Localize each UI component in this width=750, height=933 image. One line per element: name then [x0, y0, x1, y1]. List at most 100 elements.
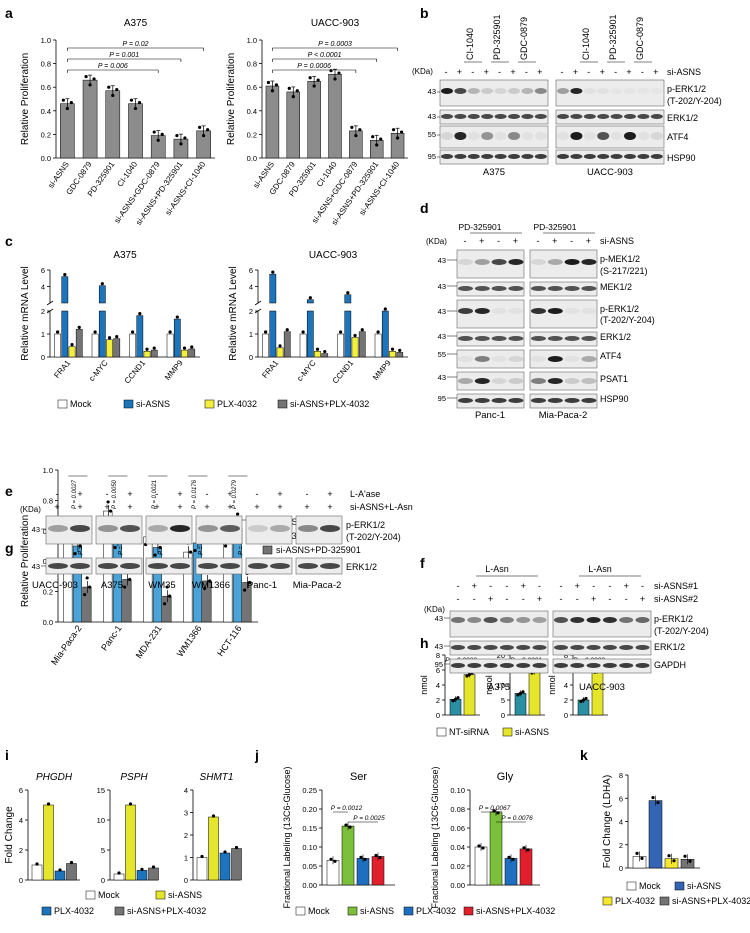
data-point — [160, 132, 164, 136]
y-tick-label: 2 — [564, 696, 568, 705]
data-point — [507, 855, 511, 860]
blot-band — [570, 132, 583, 140]
blot-band — [586, 645, 601, 650]
legend-label: si-ASNS — [687, 881, 721, 891]
mw-marker: 43 — [428, 87, 436, 96]
blot-band — [557, 88, 569, 94]
mw-marker: 95 — [435, 660, 443, 669]
blot-membrane — [552, 610, 652, 638]
data-point — [516, 693, 520, 697]
blot-band — [458, 336, 473, 341]
y-tick-label: 4 — [436, 681, 440, 690]
blot-band — [624, 132, 636, 140]
blot-membrane — [529, 393, 598, 409]
sign-label: + — [154, 502, 159, 512]
y-axis-label: Fold Change (LDHA) — [602, 775, 613, 868]
band-label: ATF4 — [600, 351, 621, 361]
mw-marker: 43 — [438, 256, 446, 265]
x-tick-label: CCND1 — [123, 358, 148, 385]
blot-band — [554, 663, 568, 668]
bar-si-ASNS — [43, 804, 54, 881]
bar-Mock — [54, 333, 61, 358]
x-tick-label: Panc-1 — [99, 623, 124, 652]
blot-band — [508, 378, 524, 384]
band-label: p-ERK1/2 — [600, 304, 639, 314]
blot-band — [481, 114, 494, 119]
data-point — [190, 345, 194, 349]
y-tick-label: 4 — [19, 816, 23, 825]
blot-band — [474, 378, 490, 384]
blot-band — [610, 132, 623, 140]
data-point — [308, 296, 312, 300]
data-point — [398, 348, 402, 352]
blot-band — [474, 259, 490, 265]
data-point — [333, 859, 337, 863]
data-point — [93, 330, 97, 334]
bar-PLX-4032 — [106, 339, 113, 358]
blot-band — [120, 563, 140, 569]
data-point — [35, 862, 39, 866]
blot-band — [474, 356, 490, 362]
blot-band — [170, 525, 190, 532]
bar-si-ASNS+PD-325901 — [82, 586, 92, 623]
data-point — [211, 814, 216, 818]
data-point — [579, 699, 583, 704]
panel-letter-h: h — [420, 635, 429, 651]
bar-si-ASNS — [63, 530, 73, 623]
data-point — [153, 553, 157, 557]
y-tick-label: 0.4 — [247, 107, 257, 116]
data-point — [451, 699, 455, 703]
data-point — [379, 137, 383, 141]
blot-band — [458, 308, 473, 314]
bar-PLX-4032 — [181, 349, 188, 358]
y-tick-label: 0.04 — [450, 843, 465, 852]
bar-si-ASNS — [61, 276, 69, 304]
blot-band — [458, 398, 473, 403]
data-point — [85, 576, 89, 580]
blot-band — [650, 114, 663, 119]
bar-Mock — [337, 333, 344, 358]
data-point — [140, 867, 144, 872]
y-tick-label: 0.15 — [302, 824, 317, 833]
data-point — [688, 859, 692, 863]
p-value-label: P = 0.001 — [109, 52, 139, 59]
sign-label: - — [641, 67, 644, 77]
cell-line-label: Panc-1 — [247, 580, 277, 591]
sign-label: + — [277, 502, 282, 512]
blot-band — [564, 259, 580, 265]
blot-band — [619, 645, 634, 650]
blot-membrane — [449, 640, 549, 656]
y-tick-label: 0 — [619, 864, 623, 873]
blot-band — [491, 398, 507, 403]
blot-band — [521, 132, 534, 140]
blot-band — [534, 88, 547, 94]
bar-si-ASNS+PLX-4032 — [283, 331, 291, 358]
cell-line-label: UACC-903 — [579, 682, 625, 693]
bar-Mock — [129, 333, 136, 358]
data-point — [115, 87, 119, 92]
data-point — [346, 291, 350, 295]
blot-band — [70, 563, 90, 569]
legend-label: PLX-4032 — [217, 399, 257, 409]
bar-si-ASNS — [60, 103, 75, 159]
blot-membrane — [195, 557, 243, 575]
bar-PLX-4032 — [68, 346, 76, 358]
blot-band — [508, 154, 520, 159]
data-point — [287, 86, 291, 90]
legend-swatch — [659, 896, 670, 906]
data-point — [274, 83, 279, 87]
x-tick-label: CCND1 — [331, 358, 356, 385]
blot-membrane — [456, 371, 525, 391]
blot-band — [441, 154, 453, 159]
bar-si-ASNS+PLX-4032 — [66, 863, 77, 881]
y-axis-label: Relative mRNA Level — [228, 266, 239, 360]
bar-si-ASNS+PLX-4032 — [150, 349, 158, 358]
blot-band — [499, 663, 514, 668]
sign-label: - — [206, 489, 209, 499]
treatment-label: si-ASNS — [667, 67, 701, 77]
legend-swatch — [463, 906, 474, 916]
axis-break — [46, 300, 54, 306]
drug-label: PD-325901 — [458, 222, 501, 232]
y-tick-label: 1 — [41, 330, 45, 339]
treatment-label: si-ASNS#1 — [654, 581, 698, 591]
